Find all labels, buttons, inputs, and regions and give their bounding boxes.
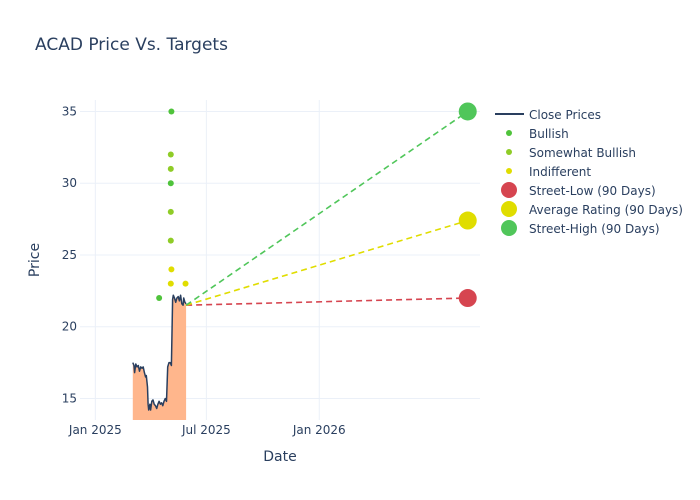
legend-item-street-low[interactable]: Street-Low (90 Days) [501, 182, 656, 198]
legend-dot-swatch [506, 130, 512, 136]
target-marker-street-high-90-days [458, 102, 477, 121]
y-axis-ticks: 15 20 25 30 35 [62, 104, 77, 405]
rating-point-indifferent [182, 280, 189, 287]
y-tick-label: 35 [62, 104, 77, 118]
legend-label: Close Prices [529, 108, 601, 122]
y-axis-title: Price [27, 243, 43, 277]
y-tick-label: 25 [62, 248, 77, 262]
legend-label: Street-High (90 Days) [529, 222, 660, 236]
legend-label: Somewhat Bullish [529, 146, 636, 160]
target-line-average-rating-90-days [185, 219, 468, 306]
legend-item-street-high[interactable]: Street-High (90 Days) [501, 220, 660, 236]
rating-point-indifferent [167, 280, 174, 287]
y-tick-label: 30 [62, 176, 77, 190]
target-markers-layer [458, 102, 477, 308]
rating-point-bullish [167, 180, 174, 187]
rating-point-somewhat-bullish [167, 151, 174, 158]
x-tick-label: Jan 2025 [68, 423, 122, 437]
legend-label: Indifferent [529, 165, 591, 179]
legend-item-close-prices[interactable]: Close Prices [495, 108, 601, 122]
legend-item-somewhat-bullish[interactable]: Somewhat Bullish [506, 146, 636, 160]
rating-point-bullish [168, 108, 175, 115]
chart-title: ACAD Price Vs. Targets [35, 35, 228, 55]
x-axis-ticks: Jan 2025 Jul 2025 Jan 2026 [68, 423, 346, 437]
legend-dot-swatch [506, 149, 512, 155]
legend-item-indifferent[interactable]: Indifferent [506, 165, 591, 179]
rating-point-somewhat-bullish [167, 165, 174, 172]
y-tick-label: 20 [62, 320, 77, 334]
rating-point-indifferent [168, 266, 175, 273]
close-prices-line [132, 294, 187, 411]
close-prices-line-layer [132, 294, 187, 411]
target-marker-street-low-90-days [458, 289, 477, 308]
legend-marker-swatch [501, 220, 517, 236]
legend-label: Average Rating (90 Days) [529, 203, 683, 217]
legend-label: Bullish [529, 127, 569, 141]
legend-item-average-rating[interactable]: Average Rating (90 Days) [501, 201, 683, 217]
target-lines-layer [185, 110, 469, 307]
legend-marker-swatch [501, 182, 517, 198]
legend-marker-swatch [501, 201, 517, 217]
x-tick-label: Jan 2026 [292, 423, 346, 437]
target-line-street-high-90-days [185, 110, 469, 306]
x-axis-title: Date [263, 449, 296, 465]
rating-point-somewhat-bullish [167, 208, 174, 215]
target-marker-average-rating-90-days [458, 211, 477, 230]
legend-label: Street-Low (90 Days) [529, 184, 656, 198]
y-tick-label: 15 [62, 391, 77, 405]
legend-dot-swatch [506, 168, 512, 174]
legend[interactable]: Close Prices Bullish Somewhat Bullish In… [495, 108, 683, 236]
target-line-street-low-90-days [186, 297, 468, 307]
rating-points-layer [156, 108, 189, 302]
legend-item-bullish[interactable]: Bullish [506, 127, 569, 141]
x-tick-label: Jul 2025 [181, 423, 231, 437]
rating-point-somewhat-bullish [167, 237, 174, 244]
rating-point-bullish [156, 295, 163, 302]
